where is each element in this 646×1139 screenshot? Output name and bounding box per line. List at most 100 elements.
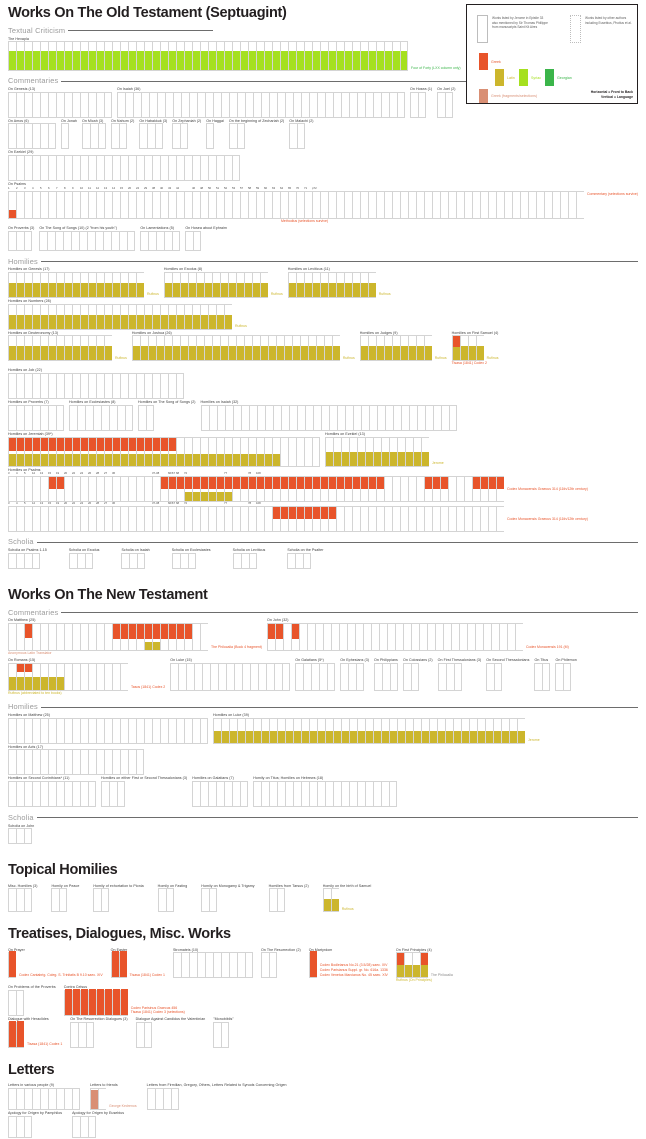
work-unit-cell — [234, 662, 243, 691]
work-unit-cell — [346, 623, 355, 652]
cell-fill — [420, 965, 428, 978]
work-cells — [8, 373, 184, 399]
work-unit-cell — [248, 436, 256, 467]
work-label: Scholia on Exodus — [68, 547, 100, 552]
axis-tick-label: 5 — [24, 501, 26, 506]
work-unit-cell — [8, 303, 16, 330]
work-unit-cell — [219, 335, 228, 362]
cell-fill — [430, 730, 437, 743]
cell-fill-secondary — [452, 336, 460, 348]
work-unit-cell — [383, 335, 392, 362]
work-unit-cell — [424, 191, 432, 220]
work-unit-cell — [95, 230, 104, 251]
work-unit-cell — [317, 717, 325, 744]
work-unit-cell — [160, 373, 168, 399]
cell-fill — [145, 314, 152, 329]
work-unit-cell — [381, 436, 389, 467]
work-unit-cell — [160, 717, 168, 744]
work-unit-cell — [235, 335, 244, 362]
cell-fill — [209, 314, 216, 329]
cell-fill — [360, 346, 368, 361]
work-unit-cell — [311, 271, 320, 298]
cell-fill-secondary — [185, 477, 192, 490]
cell-fill-secondary — [201, 477, 208, 490]
work-unit-cell — [121, 552, 130, 569]
axis-tick-label: 12 — [32, 471, 36, 476]
work-unit-cell — [362, 623, 371, 652]
cell-fill-secondary — [345, 477, 352, 490]
cell-fill — [140, 346, 148, 361]
work-unit-cell — [189, 91, 197, 118]
work-unit-cell — [232, 781, 241, 808]
work-unit-cell — [96, 41, 104, 72]
work-unit-cell — [120, 155, 128, 182]
work-unit-cell — [88, 476, 96, 503]
cell-fill — [65, 453, 72, 466]
cell-fill — [113, 314, 120, 329]
work-unit-cell — [111, 989, 120, 1016]
work-unit-cell — [330, 888, 339, 913]
work-unit-cell — [236, 952, 245, 979]
cell-fill — [9, 346, 16, 361]
work-unit-cell — [373, 717, 381, 744]
work-unit-cell — [48, 781, 56, 808]
work-unit-cell — [400, 191, 408, 220]
cell-fill — [105, 282, 112, 297]
cell-fill — [49, 346, 56, 361]
work-label: Homilies on Matthew (25) — [8, 712, 50, 717]
cell-fill — [73, 346, 80, 361]
work-unit-cell — [87, 989, 96, 1016]
work-unit-cell — [80, 373, 88, 399]
work-cells — [68, 552, 100, 569]
work-unit-cell — [149, 91, 157, 118]
work-unit-cell — [248, 552, 257, 569]
work-unit-cell — [445, 91, 454, 118]
cell-fill — [188, 346, 196, 361]
work-unit-cell — [195, 271, 204, 298]
work-homilies-on-psalms: Homilies on Psalms 3 4 5 12 13 15 19 20 22 24 26 28 2… — [8, 468, 638, 533]
work-unit-cell — [128, 717, 136, 744]
work-unit-cell — [101, 888, 110, 913]
work-cells — [8, 230, 34, 251]
axis-tick-label: 37-38 — [152, 501, 160, 506]
work-unit-cell — [128, 436, 136, 467]
work-unit-cell — [24, 373, 32, 399]
work-unit-cell — [78, 1021, 87, 1048]
work-unit-cell — [176, 506, 184, 533]
work-unit-cell — [312, 436, 320, 467]
work-unit-cell — [80, 191, 88, 220]
work-cells — [8, 749, 144, 776]
work-unit-cell — [228, 123, 237, 150]
work-unit-cell — [48, 506, 56, 533]
work-unit-cell — [40, 303, 48, 330]
cell-fill — [209, 492, 216, 502]
cell-fill-secondary — [273, 507, 280, 520]
work-unit-cell — [112, 476, 120, 503]
work-unit-cell — [408, 404, 417, 431]
work-unit-cell — [312, 404, 321, 431]
group-head-nt-homilies: Homilies — [8, 703, 638, 711]
key-swatch-greek — [479, 53, 488, 70]
work-cells — [172, 952, 253, 979]
axis-tick-label: 27 — [104, 501, 108, 506]
work-unit-cell — [165, 91, 173, 118]
work-unit-cell — [368, 506, 376, 533]
work-unit-cell — [243, 335, 252, 362]
work-unit-cell — [227, 335, 236, 362]
work-unit-cell — [192, 41, 200, 72]
work-annotation: Tasos (1841) Codex 2 — [131, 684, 166, 689]
work-label: On Nahum (2) — [110, 118, 135, 123]
work-unit-cell — [56, 436, 64, 467]
work-unit-cell — [112, 662, 120, 691]
cell-fill — [33, 51, 40, 71]
work-unit-cell — [56, 623, 64, 652]
work-unit-cell — [64, 335, 72, 362]
work-unit-cell — [253, 717, 261, 744]
work-unit-cell — [336, 506, 344, 533]
cell-fill-secondary — [193, 477, 200, 490]
work-unit-cell — [147, 123, 156, 150]
work-unit-cell — [506, 623, 515, 652]
work-unit-cell — [24, 123, 32, 150]
work-unit-cell — [72, 749, 80, 776]
cell-fill — [129, 282, 136, 297]
